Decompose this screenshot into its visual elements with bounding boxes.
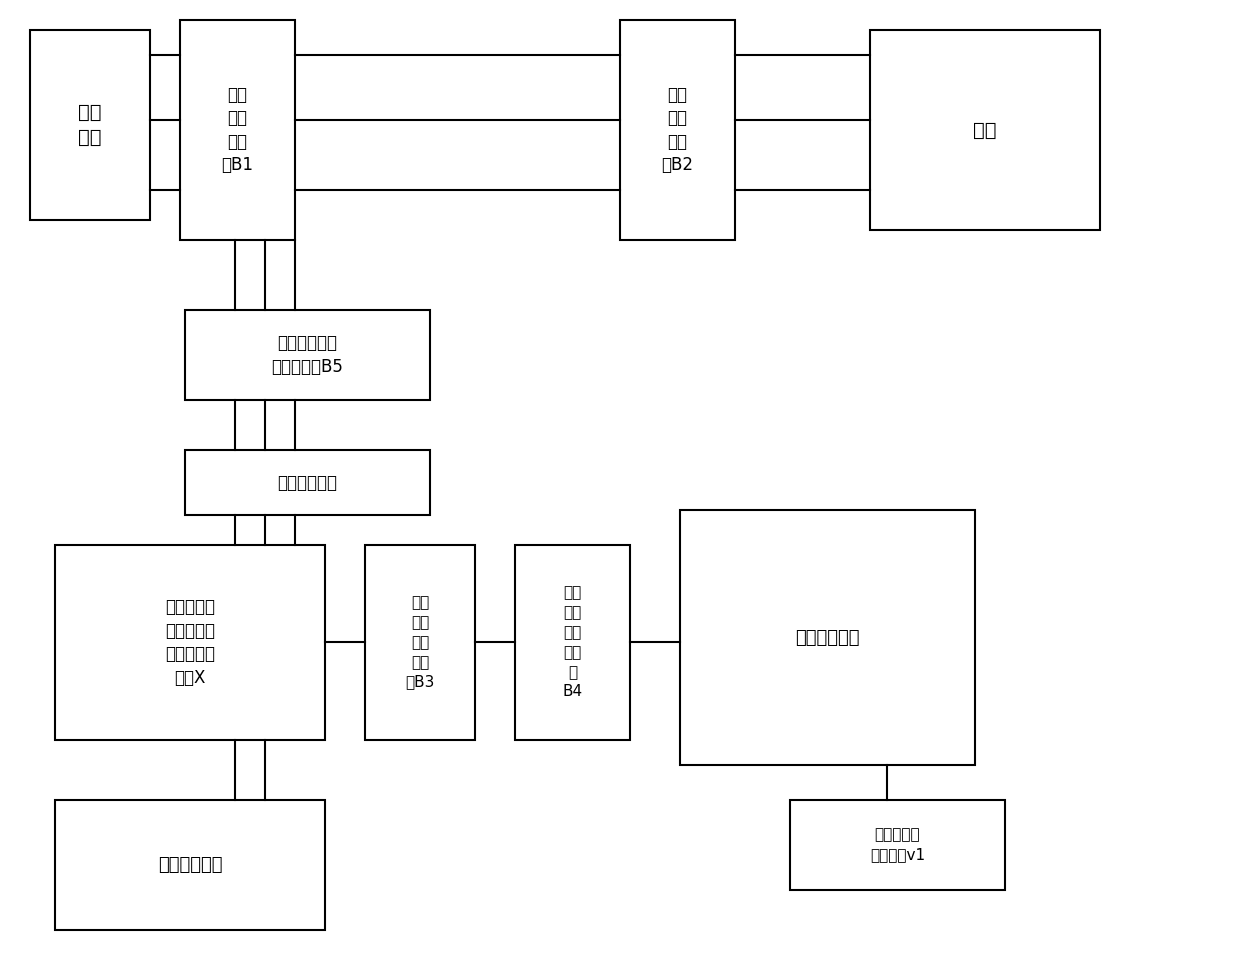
Bar [870,30,1100,230]
Bar [55,800,325,930]
Text: 直流母线电
压传感器v1: 直流母线电 压传感器v1 [870,828,925,862]
Text: 无源滤波支路: 无源滤波支路 [157,856,222,874]
Text: 有源滤波支路: 有源滤波支路 [795,628,859,647]
Text: 有源
补偿
电流
传感
器
B4: 有源 补偿 电流 传感 器 B4 [563,585,583,699]
Bar [55,545,325,740]
Bar [185,310,430,400]
Bar [515,545,630,740]
Text: 系统
电压
传感
器B1: 系统 电压 传感 器B1 [222,85,253,174]
Bar [365,545,475,740]
Text: 负载
电流
传感
器B2: 负载 电流 传感 器B2 [661,85,693,174]
Bar [790,800,1004,890]
Bar [620,20,735,240]
Text: 有源
输入
电压
传感
器B3: 有源 输入 电压 传感 器B3 [405,596,435,690]
Text: 负载: 负载 [973,121,997,140]
Bar [180,20,295,240]
Text: 电网
电源: 电网 电源 [78,103,102,147]
Text: 有源滤波电
路与无源滤
波电路的连
接点X: 有源滤波电 路与无源滤 波电路的连 接点X [165,598,215,687]
Bar [680,510,975,765]
Bar [185,450,430,515]
Text: 无源滤波支路
电流传感器B5: 无源滤波支路 电流传感器B5 [272,334,343,376]
Text: 基波分压电容: 基波分压电容 [278,473,337,491]
Bar [30,30,150,220]
